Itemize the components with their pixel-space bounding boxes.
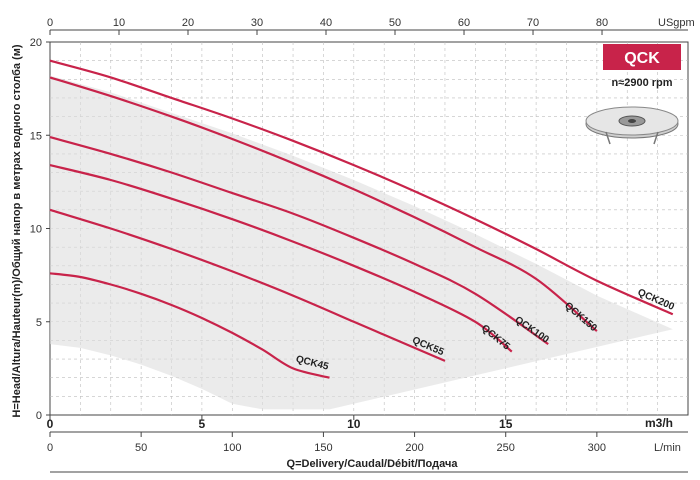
top-tick-label: 80: [596, 17, 608, 29]
m3h-unit-label: m3/h: [645, 416, 673, 430]
y-tick-label: 0: [36, 410, 42, 422]
x-axis-title: Q=Delivery/Caudal/Débit/Подача: [287, 458, 459, 470]
m3h-tick-label: 0: [47, 417, 54, 431]
y-axis-title: H=Head/Altura/Hauteur(m)/Общий напор в м…: [11, 44, 23, 417]
y-tick-label: 5: [36, 317, 42, 329]
model-badge: QCK: [603, 44, 681, 70]
lmin-tick-label: 150: [314, 442, 332, 454]
lmin-tick-label: 250: [497, 442, 515, 454]
badge-text: QCK: [624, 50, 660, 67]
top-tick-label: 60: [458, 17, 470, 29]
curve-qck100: [49, 136, 549, 346]
top-tick-label: 40: [320, 17, 332, 29]
y-tick-label: 20: [30, 37, 42, 49]
m3h-tick-label: 10: [347, 417, 361, 431]
m3h-tick-label: 15: [499, 417, 513, 431]
impeller-illustration: [585, 106, 679, 145]
top-tick-label: 70: [527, 17, 539, 29]
top-tick-label: 0: [47, 17, 53, 29]
speed-label: n≈2900 rpm: [611, 77, 672, 89]
curve-qck55: [49, 208, 446, 362]
curve-layer: [49, 59, 674, 379]
m3h-tick-label: 5: [199, 417, 206, 431]
lmin-tick-label: 50: [135, 442, 147, 454]
lmin-tick-label: 200: [405, 442, 423, 454]
top-tick-label: 50: [389, 17, 401, 29]
lmin-tick-label: 0: [47, 442, 53, 454]
top-tick-label: 30: [251, 17, 263, 29]
curve-qck150: [49, 76, 598, 332]
lmin-tick-label: 100: [223, 442, 241, 454]
usgpm-unit-label: USgpm: [658, 17, 695, 29]
curve-qck45: [49, 272, 330, 379]
top-tick-label: 10: [113, 17, 125, 29]
y-tick-label: 15: [30, 130, 42, 142]
operating-band-layer: [50, 75, 673, 410]
curve-qck200: [49, 59, 674, 316]
lmin-unit-label: L/min: [654, 442, 681, 454]
top-tick-label: 20: [182, 17, 194, 29]
y-tick-label: 10: [30, 224, 42, 236]
curve-qck75: [49, 164, 513, 353]
operating-band: [50, 75, 673, 410]
lmin-tick-label: 300: [588, 442, 606, 454]
